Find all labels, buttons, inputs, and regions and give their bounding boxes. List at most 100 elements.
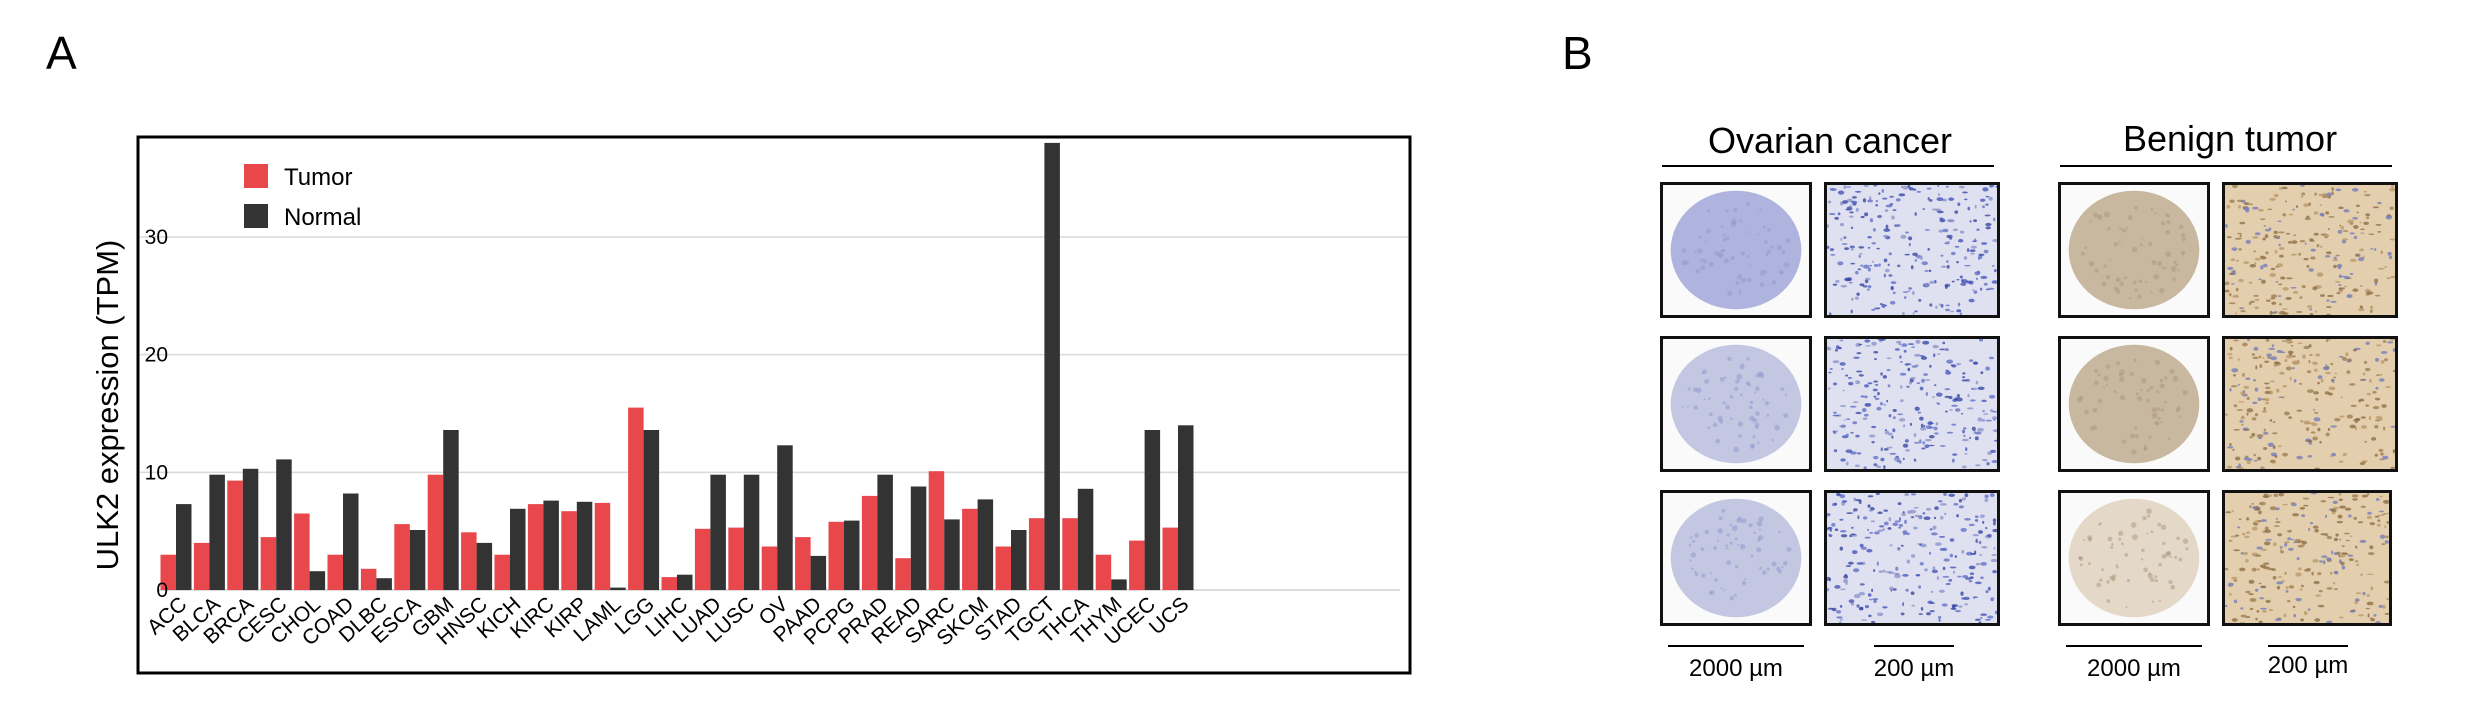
bar-tumor-kirp (561, 511, 577, 590)
y-tick-label: 0 (156, 579, 168, 602)
bar-normal-dlbc (376, 578, 392, 590)
tissue-detail-image-brown-1 (2222, 182, 2398, 318)
y-tick-label: 10 (145, 461, 168, 484)
bar-tumor-hnsc (461, 532, 477, 590)
bar-normal-paad (810, 555, 827, 590)
bar-normal-prad (877, 474, 893, 590)
bar-tumor-lusc (728, 527, 744, 590)
scale-bar-200-ovarian (1874, 645, 1954, 647)
bar-normal-blca (209, 474, 225, 590)
scale-bar-2000-benign (2066, 645, 2202, 647)
bar-tumor-prad (861, 495, 878, 590)
bar-chart: 0 10 20 30 ACCBLCABRCACESCCHOLCOADDLBCESCAG… (90, 135, 1412, 675)
bar-normal-ucec (1144, 430, 1161, 590)
bar-normal-hnsc (476, 542, 493, 590)
legend-label-normal: Normal (284, 204, 361, 231)
bar-tumor-ucec (1129, 540, 1145, 590)
tissue-detail-image-blue-2 (1824, 336, 2000, 472)
bar-tumor-brca (227, 480, 243, 590)
scale-bar-200-benign (2268, 645, 2348, 647)
bar-tumor-pcpg (828, 521, 844, 590)
bar-normal-thca (1077, 488, 1094, 590)
bar-normal-stad (1011, 530, 1027, 590)
tissue-core-image-brown-2 (2058, 336, 2210, 472)
bar-normal-tgct (1044, 142, 1060, 590)
bar-normal-lusc (743, 474, 760, 590)
x-tick-labels: ACCBLCABRCACESCCHOLCOADDLBCESCAGBMHNSCKI… (143, 593, 1193, 651)
legend-swatch-normal (244, 204, 268, 228)
bar-normal-esca (409, 530, 426, 590)
tissue-core-image-brown-3 (2058, 490, 2210, 626)
bar-normal-cesc (276, 459, 292, 590)
bar-tumor-lgg (628, 407, 644, 590)
bar-tumor-paad (795, 537, 811, 590)
group-rule-benign (2060, 165, 2392, 167)
group-rule-ovarian (1662, 165, 1994, 167)
bar-normal-brca (242, 468, 259, 590)
bar-normal-luad (710, 474, 726, 590)
panel-b-letter: B (1562, 27, 1593, 79)
tissue-detail-image-brown-3 (2222, 490, 2392, 626)
bars (160, 142, 1194, 590)
tissue-detail-image-brown-2 (2222, 336, 2398, 472)
bar-normal-skcm (977, 499, 994, 590)
tissue-core-image-brown-1 (2058, 182, 2210, 318)
bar-normal-gbm (443, 430, 459, 590)
bar-normal-acc (176, 504, 192, 590)
scale-label-200-benign: 200 µm (2267, 652, 2349, 679)
bar-tumor-ov (761, 546, 778, 590)
bar-tumor-thym (1095, 554, 1112, 590)
bar-normal-read (910, 486, 927, 590)
tissue-detail-image-blue-1 (1824, 182, 2000, 318)
bar-tumor-gbm (427, 474, 444, 590)
bar-tumor-esca (394, 524, 410, 590)
bar-tumor-kich (494, 554, 510, 590)
bar-normal-lihc (677, 574, 693, 590)
legend-swatch-tumor (244, 164, 268, 188)
y-tick-labels: 0 10 20 30 (145, 226, 168, 602)
group-title-benign: Benign tumor (2122, 118, 2338, 159)
scale-bar-2000-ovarian (1668, 645, 1804, 647)
bar-tumor-ucs (1162, 527, 1178, 590)
tissue-core-image-blue-3 (1660, 490, 1812, 626)
tissue-core-image-blue-1 (1660, 182, 1812, 318)
bar-tumor-tgct (1028, 518, 1045, 590)
bar-normal-ov (777, 445, 793, 590)
scale-label-2000-ovarian: 2000 µm (1689, 655, 1783, 682)
y-tick-label: 30 (145, 226, 168, 249)
bar-normal-pcpg (844, 520, 860, 590)
bar-tumor-chol (294, 513, 310, 590)
bar-normal-kirp (576, 501, 593, 590)
group-title-ovarian: Ovarian cancer (1707, 120, 1953, 161)
bar-normal-ucs (1178, 425, 1194, 590)
plot-frame (136, 135, 1412, 675)
bar-tumor-read (895, 558, 911, 590)
bar-tumor-kirc (527, 504, 544, 590)
bar-tumor-laml (594, 502, 611, 590)
grid-lines (140, 236, 1408, 591)
scale-label-2000-benign: 2000 µm (2087, 655, 2181, 682)
bar-normal-coad (343, 493, 359, 590)
bar-normal-thym (1111, 579, 1127, 590)
bar-normal-lgg (643, 430, 660, 590)
bar-tumor-sarc (928, 471, 945, 590)
y-axis-label: ULK2 expression (TPM) (90, 240, 125, 571)
bar-normal-laml (610, 587, 626, 590)
bar-tumor-cesc (260, 537, 277, 590)
y-tick-label: 20 (145, 344, 168, 367)
tissue-detail-image-blue-3 (1824, 490, 2000, 626)
scale-label-200-ovarian: 200 µm (1873, 655, 1955, 682)
bar-normal-kich (510, 508, 526, 590)
bar-tumor-thca (1062, 518, 1078, 590)
bar-normal-chol (309, 571, 326, 590)
bar-tumor-luad (694, 528, 711, 590)
bar-tumor-coad (327, 554, 343, 590)
bar-normal-kirc (543, 500, 559, 590)
bar-tumor-skcm (962, 508, 978, 590)
legend-label-tumor: Tumor (284, 164, 352, 191)
bar-tumor-dlbc (360, 568, 377, 590)
bar-tumor-blca (193, 542, 210, 590)
panel-a-letter: A (46, 27, 77, 79)
x-tick-label: UCS (1145, 593, 1193, 640)
bar-normal-sarc (944, 519, 960, 590)
